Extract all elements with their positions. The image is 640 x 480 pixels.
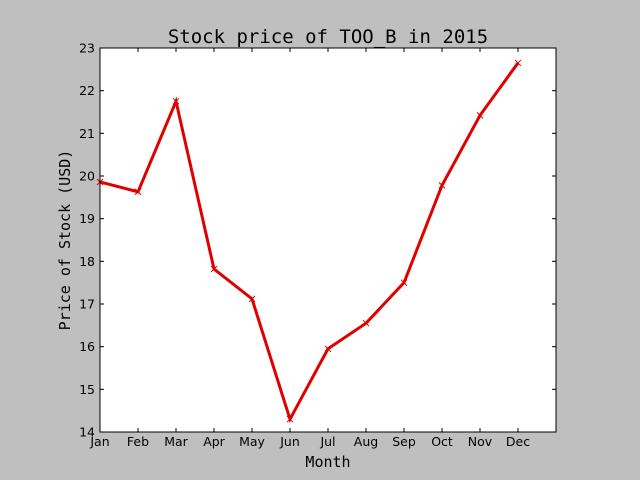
data-point-marker [476,112,484,119]
data-point-marker [172,97,180,105]
series-line [99,62,520,424]
x-tick-label: Jun [279,434,300,449]
x-tick-label: Aug [354,434,378,449]
y-tick-label: 18 [79,254,95,269]
data-point-marker [438,182,446,189]
x-tick-label: Mar [164,434,188,449]
data-point-marker [514,59,522,67]
x-tick-label: Feb [127,434,149,449]
y-tick-label: 16 [79,339,95,354]
chart-title: Stock price of TOO_B in 2015 [168,26,488,48]
x-tick-label: Nov [468,434,493,449]
y-tick-label: 19 [79,211,95,226]
y-tick-label: 20 [79,169,95,184]
y-tick-label: 21 [79,126,95,141]
y-tick-label: 17 [79,297,95,312]
data-point-marker [324,345,332,353]
x-tick-label: Dec [506,434,530,449]
y-tick-label: 14 [79,425,95,440]
data-point-marker [286,415,294,423]
x-tick-label: Sep [392,434,416,449]
x-axis-label: Month [305,453,350,471]
x-tick-label: Jul [319,434,335,449]
tick-labels: Jan Feb Mar Apr May Jun Jul Aug Sep Oct Nov Dec 14 15… [79,41,530,450]
data-point-marker [362,319,370,327]
x-tick-label: Apr [203,434,225,449]
y-axis-label: Price of Stock (USD) [56,150,74,331]
x-tick-label: Jan [89,434,109,449]
data-point-marker [134,188,142,196]
x-tick-label: Oct [431,434,453,449]
data-point-marker [248,295,256,303]
y-tick-label: 22 [79,83,95,98]
plot-frame [99,47,557,433]
y-tick-label: 23 [79,41,95,56]
series-layer [96,59,522,424]
data-point-marker [210,265,218,273]
x-tick-label: May [239,434,265,449]
y-tick-label: 15 [79,382,95,397]
plot-area [100,48,556,432]
data-point-marker [400,279,408,287]
